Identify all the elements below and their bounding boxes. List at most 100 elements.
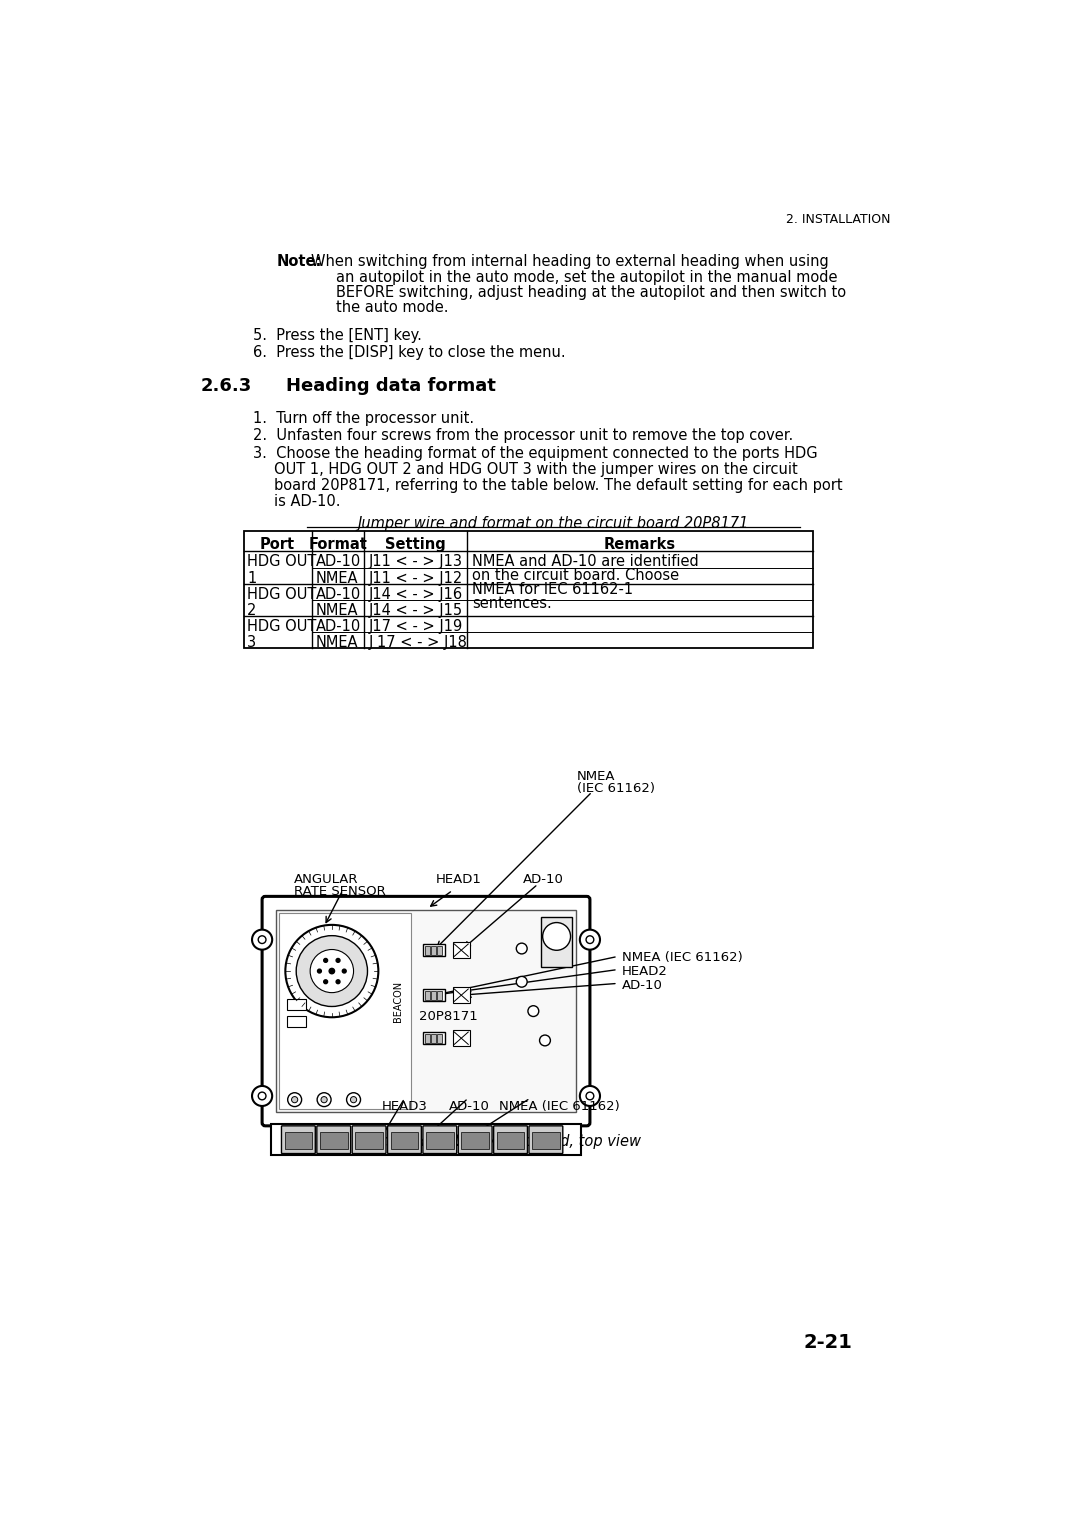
Text: on the circuit board. Choose: on the circuit board. Choose — [472, 568, 679, 584]
Text: NMEA (IEC 61162): NMEA (IEC 61162) — [499, 1100, 620, 1112]
Circle shape — [580, 1086, 600, 1106]
Text: is AD-10.: is AD-10. — [274, 495, 341, 509]
Circle shape — [324, 979, 327, 984]
Text: 6.  Press the [DISP] key to close the menu.: 6. Press the [DISP] key to close the men… — [253, 345, 566, 361]
Bar — [271, 1125, 581, 1155]
Text: AD-10: AD-10 — [315, 555, 361, 570]
Circle shape — [528, 1005, 539, 1016]
Text: HEAD1: HEAD1 — [435, 872, 482, 886]
Text: HEAD3: HEAD3 — [381, 1100, 428, 1112]
FancyBboxPatch shape — [262, 897, 590, 1126]
Circle shape — [586, 935, 594, 943]
Text: 20P8171: 20P8171 — [419, 1010, 477, 1024]
Text: an autopilot in the auto mode, set the autopilot in the manual mode: an autopilot in the auto mode, set the a… — [336, 269, 837, 284]
Bar — [431, 1033, 435, 1042]
Text: 2.6.3: 2.6.3 — [201, 377, 252, 396]
Circle shape — [296, 935, 367, 1007]
Bar — [437, 1033, 442, 1042]
Circle shape — [580, 929, 600, 950]
FancyBboxPatch shape — [352, 1126, 386, 1154]
Text: NMEA for IEC 61162-1: NMEA for IEC 61162-1 — [472, 582, 633, 597]
Text: 2: 2 — [247, 604, 257, 617]
Text: J 17 < - > J18: J 17 < - > J18 — [368, 636, 468, 651]
Bar — [391, 1132, 418, 1149]
Circle shape — [336, 979, 340, 984]
Text: AD-10: AD-10 — [315, 619, 361, 634]
Text: J14 < - > J16: J14 < - > J16 — [368, 587, 462, 602]
Text: sentences.: sentences. — [472, 596, 552, 611]
Text: 5.  Press the [ENT] key.: 5. Press the [ENT] key. — [253, 329, 421, 344]
Circle shape — [516, 943, 527, 953]
Text: 2.  Unfasten four screws from the processor unit to remove the top cover.: 2. Unfasten four screws from the process… — [253, 428, 793, 443]
Text: OUT 1, HDG OUT 2 and HDG OUT 3 with the jumper wires on the circuit: OUT 1, HDG OUT 2 and HDG OUT 3 with the … — [274, 461, 798, 477]
Bar — [431, 946, 435, 955]
Bar — [355, 1132, 383, 1149]
Text: J11 < - > J12: J11 < - > J12 — [368, 570, 462, 585]
Text: Remarks: Remarks — [604, 536, 676, 552]
Text: Format: Format — [309, 536, 367, 552]
Circle shape — [321, 1097, 327, 1103]
Text: HDG OUT: HDG OUT — [247, 587, 316, 602]
Circle shape — [252, 929, 272, 950]
Circle shape — [347, 1093, 361, 1106]
Text: Setting: Setting — [386, 536, 446, 552]
Bar — [497, 1132, 525, 1149]
Bar — [461, 1132, 489, 1149]
Bar — [423, 989, 445, 1001]
Bar — [424, 1033, 430, 1042]
Bar — [284, 1132, 312, 1149]
FancyBboxPatch shape — [282, 1126, 315, 1154]
Text: AD-10: AD-10 — [315, 587, 361, 602]
Text: Jumper wire and format on the circuit board 20P8171: Jumper wire and format on the circuit bo… — [357, 516, 750, 532]
Text: J11 < - > J13: J11 < - > J13 — [368, 555, 462, 570]
Text: 3.  Choose the heading format of the equipment connected to the ports HDG: 3. Choose the heading format of the equi… — [253, 446, 818, 461]
Text: NMEA: NMEA — [315, 570, 359, 585]
Bar — [423, 944, 445, 957]
Circle shape — [540, 1034, 551, 1045]
Bar — [276, 911, 576, 1112]
Text: HEAD2: HEAD2 — [622, 964, 667, 978]
FancyBboxPatch shape — [423, 1126, 457, 1154]
Bar — [437, 990, 442, 999]
Text: J14 < - > J15: J14 < - > J15 — [368, 604, 462, 617]
Text: Port: Port — [260, 536, 295, 552]
Circle shape — [258, 1093, 266, 1100]
Bar — [287, 999, 307, 1010]
Bar — [453, 943, 470, 958]
Text: NMEA: NMEA — [315, 604, 359, 617]
Bar — [426, 1132, 454, 1149]
Circle shape — [285, 924, 378, 1018]
Bar — [320, 1132, 348, 1149]
Bar — [453, 987, 470, 1002]
Text: 1.  Turn off the processor unit.: 1. Turn off the processor unit. — [253, 411, 474, 425]
Text: board 20P8171, referring to the table below. The default setting for each port: board 20P8171, referring to the table be… — [274, 478, 843, 494]
FancyBboxPatch shape — [529, 1126, 563, 1154]
Text: Processor unit, cover opened, top view: Processor unit, cover opened, top view — [356, 1134, 640, 1149]
Circle shape — [336, 958, 340, 963]
Circle shape — [542, 923, 570, 950]
Bar — [437, 946, 442, 955]
FancyBboxPatch shape — [316, 1126, 351, 1154]
Circle shape — [342, 969, 347, 973]
FancyBboxPatch shape — [494, 1126, 527, 1154]
Text: 2. INSTALLATION: 2. INSTALLATION — [786, 212, 891, 226]
Text: BEACON: BEACON — [393, 981, 404, 1022]
Bar — [453, 1030, 470, 1045]
Circle shape — [252, 1086, 272, 1106]
Text: AD-10: AD-10 — [449, 1100, 489, 1112]
Text: 2-21: 2-21 — [804, 1332, 852, 1352]
Bar — [423, 1031, 445, 1044]
Circle shape — [516, 976, 527, 987]
Circle shape — [324, 958, 327, 963]
Bar — [287, 1016, 307, 1027]
Bar — [541, 917, 572, 967]
Circle shape — [586, 1093, 594, 1100]
Text: Heading data format: Heading data format — [286, 377, 496, 396]
Text: ANGULAR: ANGULAR — [294, 872, 359, 886]
Bar — [424, 946, 430, 955]
Text: 3: 3 — [247, 636, 257, 651]
Bar — [279, 914, 410, 1109]
Text: NMEA: NMEA — [577, 770, 616, 782]
Circle shape — [329, 969, 335, 973]
Text: When switching from internal heading to external heading when using: When switching from internal heading to … — [311, 254, 828, 269]
